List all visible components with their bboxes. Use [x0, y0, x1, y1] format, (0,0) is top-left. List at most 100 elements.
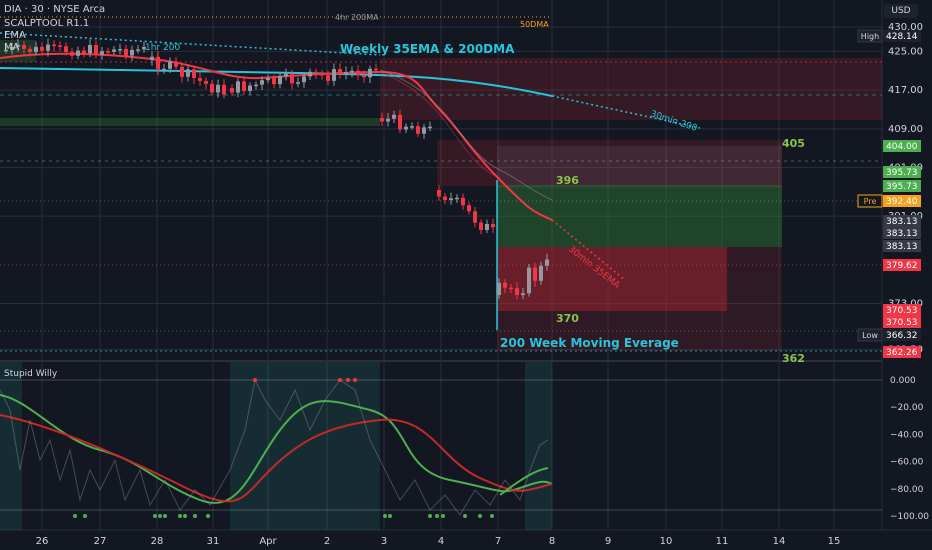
red-zone-top	[380, 58, 882, 120]
osc-dot-green	[383, 514, 387, 518]
price-tag-box	[883, 195, 921, 207]
price-tag-value: 383.13	[886, 229, 918, 239]
osc-dot-green	[183, 514, 187, 518]
candle-body	[70, 52, 74, 56]
candle-body	[156, 56, 160, 70]
candle-body	[118, 48, 122, 51]
candle-body	[398, 114, 402, 130]
candle-body	[386, 118, 390, 122]
candle-body	[186, 69, 190, 77]
osc-dot-green	[206, 514, 210, 518]
price-tag-box	[883, 304, 921, 316]
candle-body	[130, 49, 134, 56]
candle-body	[180, 66, 184, 77]
candle-body	[350, 70, 354, 73]
candle-body	[320, 74, 324, 76]
osc-dot-red	[253, 378, 257, 382]
candle-body	[106, 51, 110, 53]
candle-body	[284, 73, 288, 77]
x-tick-label: 4	[438, 536, 444, 547]
osc-signal-red	[0, 414, 553, 503]
candle-body	[428, 126, 432, 129]
tag-label-box	[857, 29, 883, 43]
candle-body	[410, 126, 414, 128]
candle-body	[174, 61, 178, 67]
tag-label-box	[857, 328, 883, 342]
candle-body	[296, 82, 300, 84]
candle-body	[272, 78, 276, 85]
candle-body	[168, 61, 172, 69]
candle-body	[236, 81, 240, 93]
price-tag-box	[883, 259, 921, 271]
ema35-proj	[551, 219, 626, 281]
price-tag-box	[883, 240, 921, 252]
osc-dot-green	[388, 514, 392, 518]
price-tag-value: 404.00	[886, 142, 918, 152]
hr1-annotation: 1hr 200	[145, 43, 180, 53]
candle-body	[52, 44, 56, 47]
x-tick-label: 8	[549, 536, 555, 547]
green-band	[0, 118, 380, 126]
level-396-label: 396	[556, 174, 579, 187]
candle-body	[10, 46, 14, 50]
osc-zone-1	[0, 362, 22, 530]
x-tick-label: 26	[36, 536, 49, 547]
candle-body	[509, 287, 513, 290]
osc-dots	[73, 378, 494, 518]
candle-body	[380, 118, 384, 122]
candle-body	[368, 68, 372, 78]
candle-body	[545, 259, 549, 266]
price-tag-value: 383.13	[886, 217, 918, 227]
osc-tick-label: −80.00	[890, 485, 924, 495]
candle-body	[461, 197, 465, 206]
candle-body	[28, 48, 32, 52]
price-tag-value: 379.62	[886, 261, 918, 271]
x-tick-label: 10	[660, 536, 673, 547]
candle-body	[473, 211, 477, 223]
candle-body	[230, 88, 234, 93]
level-lines	[0, 16, 882, 352]
osc-dot-red	[338, 378, 342, 382]
osc-dot-green	[178, 514, 182, 518]
tag-label: Low	[862, 331, 878, 340]
price-tag-value: 383.13	[886, 242, 918, 252]
price-tag-box	[883, 227, 921, 239]
osc-dot-green	[428, 514, 432, 518]
price-tag-value: 366.32	[886, 331, 918, 341]
currency-button[interactable]: USD	[884, 4, 918, 18]
cyan-ma	[0, 67, 553, 97]
indicator-2: EMA	[4, 30, 26, 41]
candle-body	[204, 80, 208, 84]
osc-tick-label: −40.00	[890, 430, 924, 440]
osc-dot-green	[158, 514, 162, 518]
candle-body	[332, 69, 336, 81]
price-tag-box	[883, 166, 921, 178]
osc-dot-green	[163, 514, 167, 518]
candle-body	[443, 196, 447, 201]
osc-dot-green	[463, 514, 467, 518]
price-tag-box	[883, 316, 921, 328]
price-tag-value: 362.26	[886, 348, 918, 358]
candle-body	[94, 44, 98, 55]
candle-body	[76, 50, 80, 56]
x-axis-ticks: 26 27 28 31 Apr 2 3 4 7 8 9 10 11 14 15	[36, 536, 841, 547]
candle-body	[491, 223, 495, 228]
red-zone-mid	[437, 140, 782, 186]
trade-zones	[0, 40, 882, 351]
osc-zone-3	[525, 362, 552, 530]
osc-tick-label: −60.00	[890, 458, 924, 468]
y-tick-label: 430.00	[888, 22, 923, 33]
oscillator: Stupid Willy	[0, 362, 882, 530]
candle-body	[314, 71, 318, 75]
candle-body	[46, 44, 50, 51]
candle-body	[422, 127, 426, 134]
osc-tick-label: −20.00	[890, 403, 924, 413]
candle-body	[374, 68, 378, 71]
green-zone	[497, 185, 782, 247]
tag-label: Pre	[864, 197, 877, 206]
x-tick-label: 3	[381, 536, 387, 547]
candle-body	[416, 126, 420, 134]
osc-dot-green	[83, 514, 87, 518]
osc-tick-label: 0.000	[890, 376, 916, 386]
